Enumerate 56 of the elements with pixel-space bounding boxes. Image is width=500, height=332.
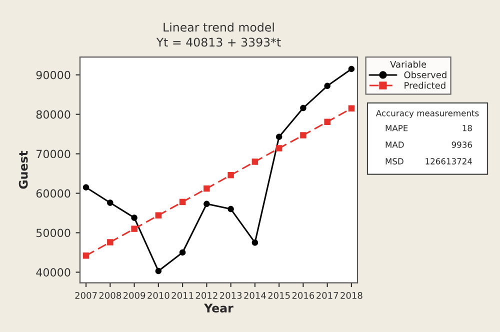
text: MAD: [386, 142, 404, 148]
x-tick-label: 2009: [123, 292, 146, 299]
y-tick-label: 80000: [36, 110, 70, 119]
y-tick-label: 60000: [36, 189, 70, 198]
text: MAPE: [386, 125, 408, 132]
text: 126613724: [426, 158, 472, 164]
x-axis-title: Year: [204, 304, 234, 313]
x-tick-label: 2013: [220, 292, 242, 299]
point: [107, 200, 114, 206]
legend-label: Predicted: [404, 82, 446, 89]
text: 18: [462, 124, 472, 132]
point: [179, 198, 186, 206]
point: [107, 239, 114, 246]
point: [179, 249, 186, 256]
legend-title: Variable: [390, 60, 426, 68]
x-tick-label: 2011: [172, 292, 194, 299]
y-tick-label: 50000: [36, 228, 70, 238]
point: [276, 145, 282, 152]
y-tick-label: 70000: [36, 150, 70, 158]
x-tick-label: 2007: [75, 292, 97, 299]
point: [252, 239, 258, 246]
x-tick-label: 2014: [244, 292, 266, 299]
point: [348, 105, 355, 112]
point: [252, 158, 258, 165]
point: [324, 82, 330, 90]
chart-subtitle: Yt = 40813 + 3393*t: [156, 38, 281, 47]
y-tick-label: 90000: [36, 70, 70, 80]
legend-label: Observed: [404, 71, 446, 78]
x-tick-label: 2015: [268, 292, 290, 299]
x-tick-label: 2017: [316, 292, 338, 299]
point: [204, 185, 210, 192]
point: [228, 172, 234, 178]
y-tick-label: 40000: [36, 268, 70, 277]
x-tick-label: 2010: [148, 292, 170, 299]
x-tick-label: 2012: [196, 292, 218, 299]
point: [131, 226, 138, 232]
point: [131, 214, 138, 221]
y-axis-title: Guest: [18, 150, 28, 189]
point: [204, 200, 210, 208]
text: 9936: [452, 142, 472, 148]
text: MSD: [386, 158, 404, 164]
chart-title: Linear trend model: [164, 22, 274, 32]
point: [300, 104, 306, 112]
point: [324, 118, 330, 125]
point: [155, 212, 162, 218]
x-tick-label: 2016: [292, 292, 314, 299]
point: [155, 268, 162, 274]
point: [348, 66, 355, 72]
point: [276, 134, 282, 140]
point: [228, 206, 234, 212]
x-tick-label: 2008: [99, 292, 122, 299]
point: [300, 132, 306, 138]
text: Accuracy measurements: [376, 110, 479, 118]
point: [82, 252, 90, 259]
x-tick-label: 2018: [340, 292, 362, 299]
point: [82, 184, 90, 190]
